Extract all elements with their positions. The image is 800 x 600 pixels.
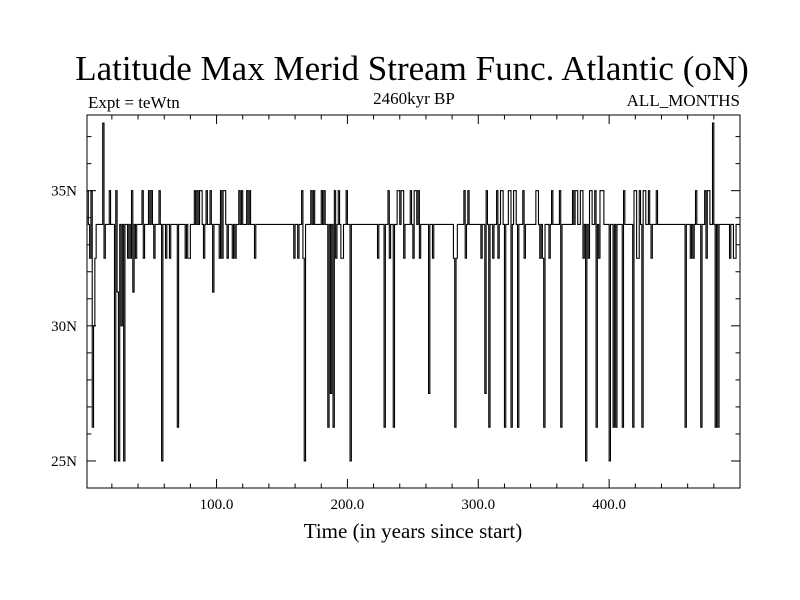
x-axis: 100.0 200.0 300.0 400.0 — [111, 115, 715, 513]
x-tick-label: 100.0 — [200, 497, 234, 513]
experiment-label: Expt = teWtn — [88, 93, 180, 112]
chart-title: Latitude Max Merid Stream Func. Atlantic… — [75, 49, 749, 88]
x-tick-label: 200.0 — [331, 497, 365, 513]
series-line — [87, 122, 740, 462]
period-label: 2460kyr BP — [373, 89, 455, 108]
plot-frame — [86, 114, 741, 489]
y-tick-label: 35N — [51, 184, 77, 200]
y-tick-label: 25N — [51, 454, 77, 470]
plot-area — [86, 114, 741, 489]
x-axis-label: Time (in years since start) — [304, 519, 523, 543]
x-tick-label: 400.0 — [592, 497, 626, 513]
y-axis: 25N 30N 35N — [51, 136, 740, 470]
months-label: ALL_MONTHS — [627, 91, 740, 110]
y-tick-label: 30N — [51, 319, 77, 335]
x-tick-label: 300.0 — [461, 497, 495, 513]
